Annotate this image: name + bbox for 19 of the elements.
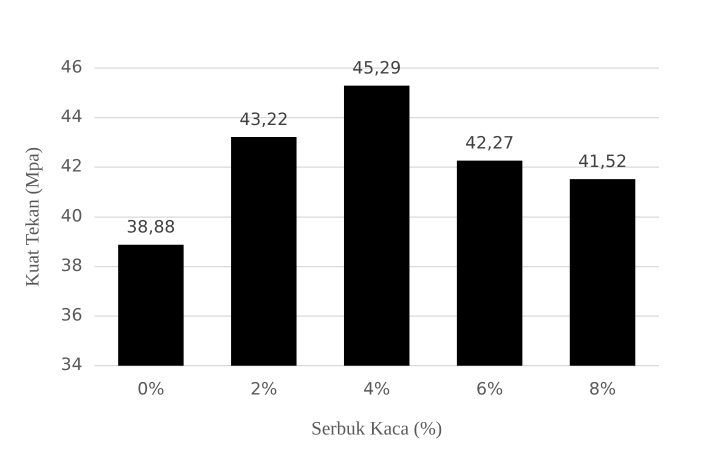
y-tick-label: 42: [60, 156, 82, 177]
y-tick-label: 40: [60, 206, 82, 226]
x-axis-title: Serbuk Kaca (%): [311, 418, 442, 440]
x-tick-label: 0%: [137, 379, 164, 400]
data-label: 42,27: [465, 133, 514, 154]
x-tick-label: 2%: [250, 379, 278, 400]
y-axis-title: Kuat Tekan (Mpa): [22, 147, 44, 287]
y-tick-label: 34: [60, 355, 82, 376]
data-label: 41,52: [578, 152, 627, 172]
x-tick-label: 8%: [589, 379, 616, 400]
y-tick-label: 44: [60, 107, 82, 128]
x-tick-label: 4%: [363, 379, 390, 400]
data-label: 38,88: [126, 218, 176, 238]
y-tick-label: 36: [60, 306, 82, 326]
y-tick-label: 46: [60, 57, 82, 78]
data-label: 45,29: [352, 58, 402, 79]
x-tick-label: 6%: [476, 379, 504, 400]
data-label: 43,22: [239, 110, 288, 130]
y-tick-label: 38: [60, 256, 82, 276]
